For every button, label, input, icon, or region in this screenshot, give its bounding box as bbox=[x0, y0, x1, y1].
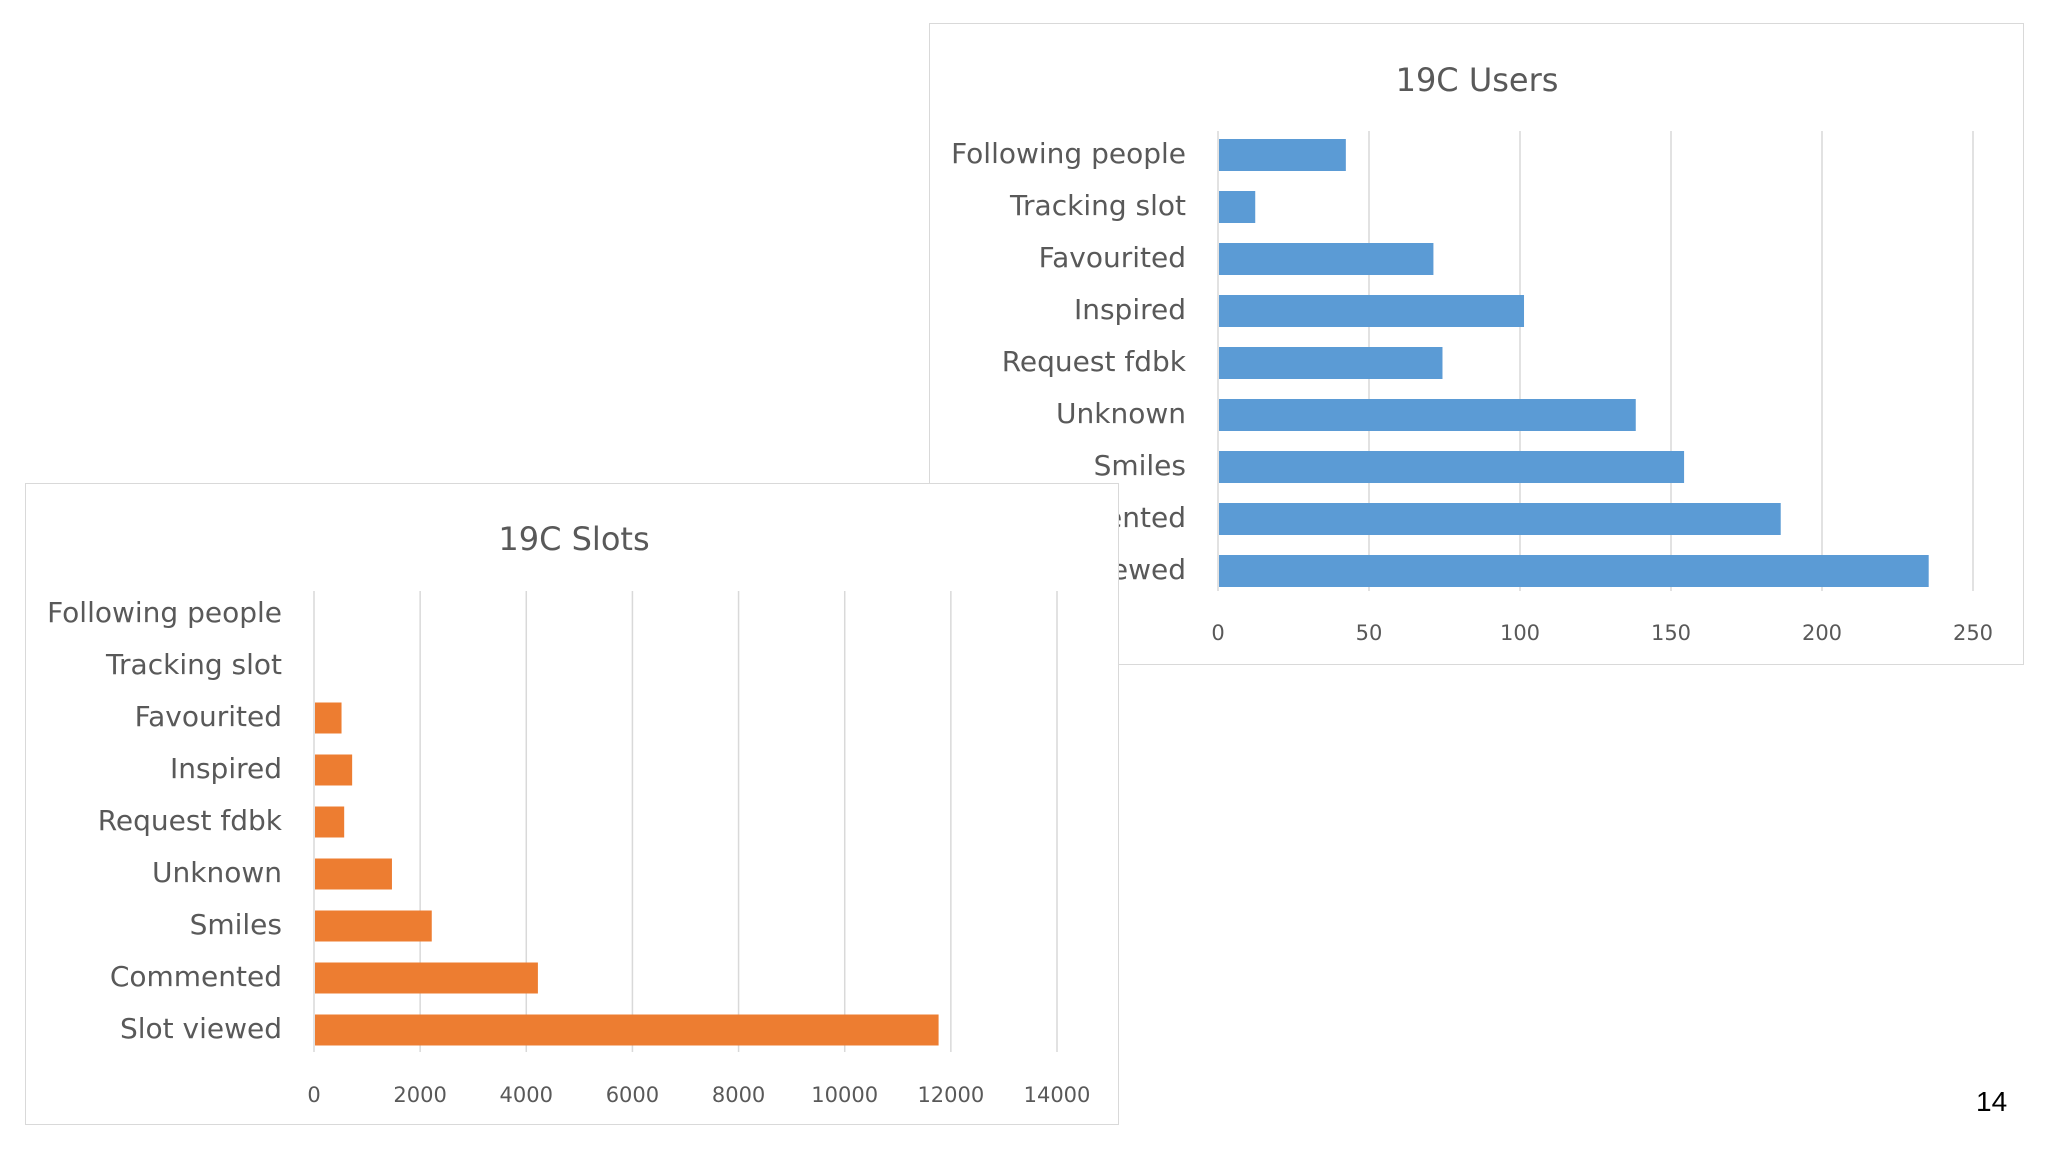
category-label: Request fdbk bbox=[98, 804, 283, 837]
bar bbox=[315, 910, 432, 942]
x-tick-label: 0 bbox=[1211, 621, 1224, 645]
bar bbox=[1219, 295, 1525, 327]
x-tick-label: 14000 bbox=[1024, 1083, 1091, 1107]
page-number: 14 bbox=[1976, 1086, 2008, 1117]
bar bbox=[1219, 451, 1685, 483]
category-label: Favourited bbox=[1039, 241, 1186, 274]
x-tick-label: 100 bbox=[1500, 621, 1540, 645]
bar bbox=[1219, 347, 1443, 379]
bar bbox=[315, 858, 392, 890]
category-label: Unknown bbox=[152, 856, 282, 889]
bar bbox=[315, 702, 342, 734]
chart-title: 19C Users bbox=[1396, 61, 1559, 99]
category-label: Following people bbox=[951, 137, 1186, 170]
x-tick-label: 2000 bbox=[393, 1083, 446, 1107]
x-tick-label: 200 bbox=[1802, 621, 1842, 645]
category-label: Inspired bbox=[170, 752, 282, 785]
category-label: Tracking slot bbox=[1009, 189, 1186, 222]
bar bbox=[315, 962, 538, 994]
category-label: Favourited bbox=[135, 700, 282, 733]
category-label: Tracking slot bbox=[105, 648, 282, 681]
bar bbox=[1219, 399, 1636, 431]
x-tick-label: 6000 bbox=[606, 1083, 659, 1107]
slots-chart-panel: 19C Slots Following people Tracking slot Fa… bbox=[25, 483, 1119, 1125]
bar bbox=[315, 754, 353, 786]
x-tick-label: 4000 bbox=[500, 1083, 553, 1107]
category-label: Commented bbox=[110, 960, 282, 993]
category-label: Smiles bbox=[1094, 449, 1186, 482]
bar bbox=[1219, 139, 1346, 171]
category-label: Slot viewed bbox=[120, 1012, 282, 1045]
chart-title: 19C Slots bbox=[498, 520, 649, 558]
x-tick-label: 8000 bbox=[712, 1083, 765, 1107]
x-tick-label: 50 bbox=[1356, 621, 1383, 645]
x-tick-label: 150 bbox=[1651, 621, 1691, 645]
x-tick-label: 12000 bbox=[917, 1083, 984, 1107]
users-bar-chart: 19C Users Following people Tracking slot Fa… bbox=[951, 61, 1993, 645]
x-tick-label: 0 bbox=[307, 1083, 320, 1107]
category-label: Request fdbk bbox=[1002, 345, 1187, 378]
bar bbox=[1219, 243, 1434, 275]
category-label: Inspired bbox=[1074, 293, 1186, 326]
category-label: Smiles bbox=[190, 908, 282, 941]
bar bbox=[315, 806, 345, 838]
bar bbox=[1219, 191, 1256, 223]
bar bbox=[315, 1014, 939, 1046]
bar bbox=[1219, 555, 1929, 587]
category-label: Unknown bbox=[1056, 397, 1186, 430]
x-tick-label: 250 bbox=[1953, 621, 1993, 645]
slots-bar-chart: 19C Slots Following people Tracking slot Fa… bbox=[47, 520, 1091, 1107]
bar bbox=[1219, 503, 1781, 535]
category-label: Following people bbox=[47, 596, 282, 629]
x-tick-label: 10000 bbox=[811, 1083, 878, 1107]
